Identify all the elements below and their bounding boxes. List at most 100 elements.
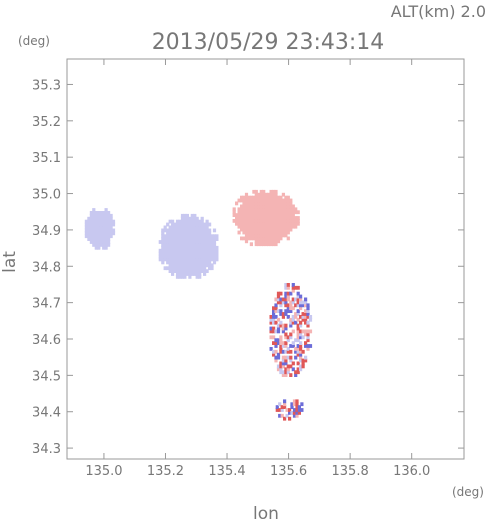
data-cell [284,326,288,331]
data-cell [296,338,300,343]
data-cell [296,216,300,220]
data-cell [163,243,167,247]
data-cell [269,315,273,319]
data-cell [281,233,285,238]
data-cell [254,230,258,235]
data-cell [99,240,103,244]
data-cell [166,260,170,265]
data-cell [299,364,303,369]
data-cell [109,219,113,224]
data-cell [296,300,300,305]
data-cell [240,224,244,229]
data-cell [257,216,261,220]
data-cell [254,198,258,203]
data-cell [296,317,300,322]
data-cell [272,192,276,197]
data-cell [284,373,288,377]
data-cell [188,243,192,247]
data-cell [193,263,197,268]
data-cell [237,198,241,203]
data-cell [244,201,249,206]
data-cell [84,219,88,224]
data-cell [89,216,93,221]
data-cell [264,195,268,200]
data-cell [274,309,278,313]
data-cell [291,213,295,217]
data-cell [171,245,175,250]
data-cell [188,254,192,259]
data-cell [210,237,214,241]
data-cell [175,266,180,271]
data-cell [267,224,271,229]
data-cell [102,243,106,247]
data-cell [249,204,253,209]
data-cell [180,231,185,236]
y-tick-label: 34.7 [32,297,61,312]
data-cell [208,231,212,236]
data-cell [286,303,290,308]
data-cell [195,275,199,279]
data-cell [264,224,268,229]
data-cell [195,234,199,239]
data-cell [274,297,278,302]
data-cell [296,294,300,299]
data-cell [276,216,281,220]
data-cell [168,260,172,265]
data-cell [84,225,88,230]
data-cell [180,213,185,218]
data-cell [289,303,293,308]
data-cell [304,358,308,363]
data-cell [292,411,297,415]
data-cell [210,248,214,253]
data-cell [235,201,239,206]
data-cell [190,225,194,230]
y-tick-label: 34.8 [32,260,61,275]
data-cell [195,254,199,259]
data-cell [208,251,212,256]
data-cell [304,355,308,360]
x-tick-label: 135.2 [147,464,184,479]
data-cell [195,245,199,250]
data-cell [240,195,244,200]
data-cell [274,306,278,311]
data-cell [249,230,253,235]
data-cell [183,234,187,239]
data-cell [254,224,258,229]
data-cell [294,207,298,212]
data-cell [200,260,204,265]
data-cell [279,303,283,308]
data-cell [195,228,199,233]
data-cell [168,269,172,273]
data-cell [185,243,189,247]
data-cell [304,300,308,305]
data-cell [166,231,170,236]
data-cell [232,219,236,223]
data-cell [284,283,288,287]
data-cell [272,227,276,232]
data-cell [104,225,108,230]
data-cell [215,237,219,241]
data-cell [242,204,246,209]
data-cell [195,260,199,265]
data-cell [291,320,295,325]
data-cell [190,240,194,244]
data-cell [299,341,303,345]
data-cell [257,213,261,217]
data-cell [262,198,266,203]
data-cell [208,260,212,265]
data-cells [84,189,313,421]
data-cell [259,219,263,223]
data-cell [188,269,192,273]
data-cell [247,204,251,209]
data-cell [289,364,293,369]
data-cell [276,352,281,357]
data-cell [289,227,293,232]
data-cell [284,224,288,229]
data-cell [276,213,281,217]
data-cell [193,231,197,236]
data-cell [272,224,276,229]
data-cell [247,198,251,203]
data-cell [296,332,300,337]
data-cell [210,254,214,259]
data-cell [104,222,108,227]
